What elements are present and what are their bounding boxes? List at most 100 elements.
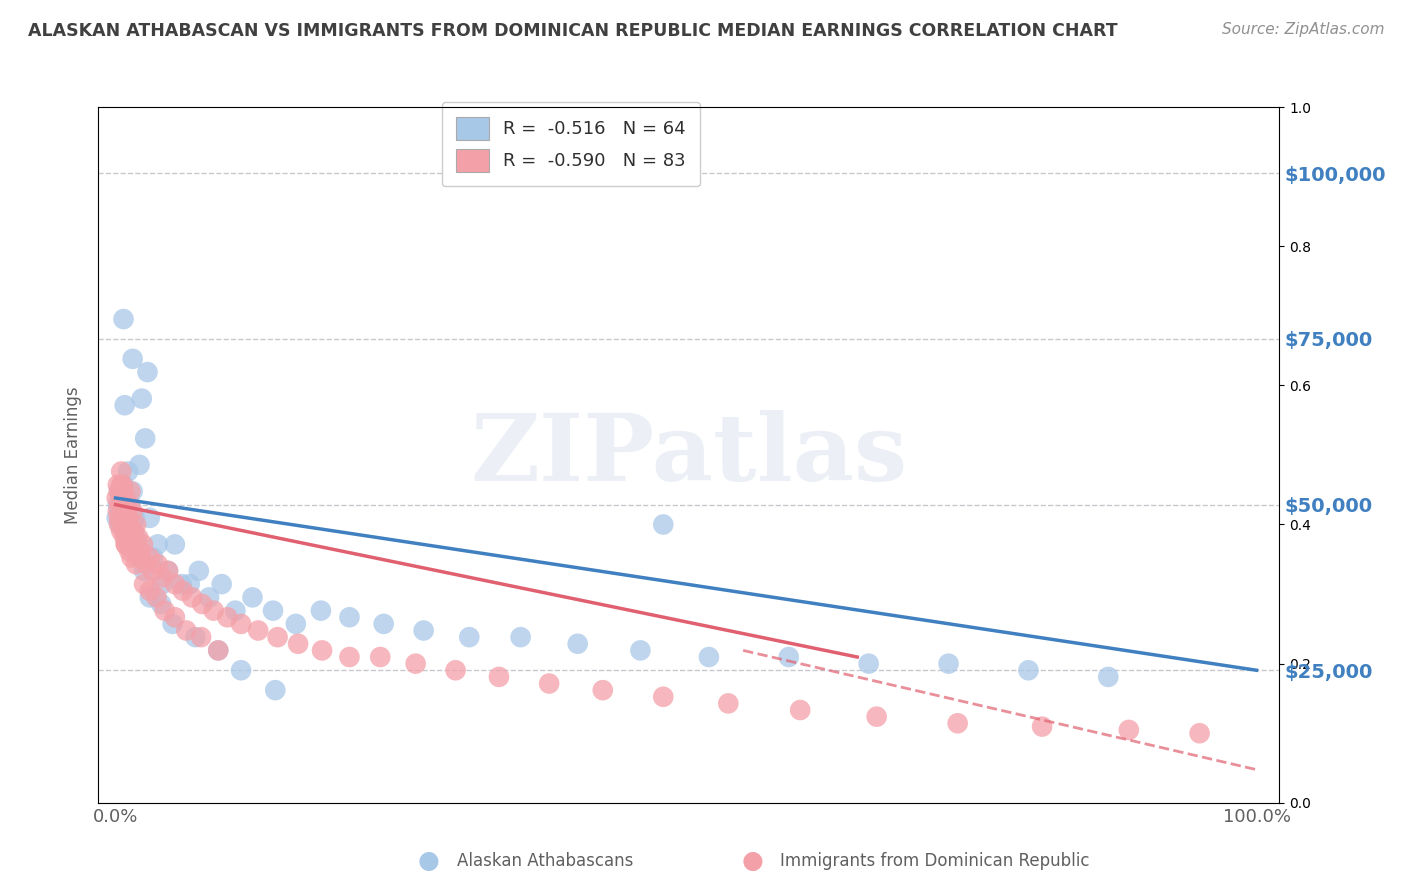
Point [115,511,138,525]
Legend: R =  -0.516   N = 64, R =  -0.590   N = 83: R = -0.516 N = 64, R = -0.590 N = 83 [441,103,700,186]
Point [108,484,131,499]
Point [778,650,800,665]
Point [114,531,136,545]
Point [110,465,132,479]
Point [112,484,135,499]
Point [163,537,186,551]
Point [311,643,333,657]
Point [145,591,167,605]
Text: ●: ● [418,849,440,872]
Point [174,624,197,638]
Point [567,637,589,651]
Point [118,544,141,558]
Point [139,583,162,598]
Point [134,431,156,445]
Point [717,697,740,711]
Point [136,365,159,379]
Point [1031,720,1053,734]
Y-axis label: Median Earnings: Median Earnings [65,386,83,524]
Point [135,558,157,572]
Text: ●: ● [741,849,763,872]
Point [170,577,193,591]
Text: Immigrants from Dominican Republic: Immigrants from Dominican Republic [780,852,1090,870]
Point [592,683,614,698]
Point [187,564,209,578]
Point [538,676,561,690]
Point [111,511,134,525]
Point [444,663,467,677]
Point [139,511,162,525]
Point [153,604,176,618]
Point [146,537,169,551]
Point [112,477,135,491]
Point [150,577,173,591]
Point [122,524,145,538]
Point [697,650,720,665]
Point [108,517,131,532]
Point [287,637,309,651]
Point [866,709,889,723]
Point [190,630,212,644]
Point [405,657,427,671]
Point [242,591,264,605]
Point [121,550,143,565]
Point [157,564,180,578]
Point [114,537,136,551]
Point [105,491,128,505]
Point [108,517,131,532]
Point [110,524,132,538]
Point [172,583,194,598]
Point [120,498,142,512]
Point [150,570,173,584]
Point [115,511,138,525]
Point [163,577,186,591]
Point [110,491,132,505]
Point [339,610,361,624]
Point [938,657,960,671]
Point [129,544,152,558]
Point [114,524,136,538]
Point [150,597,173,611]
Point [112,517,135,532]
Point [946,716,969,731]
Point [247,624,270,638]
Point [118,517,141,532]
Point [179,577,201,591]
Point [229,616,252,631]
Point [266,630,288,644]
Point [309,604,332,618]
Point [117,498,139,512]
Point [114,398,136,412]
Point [509,630,531,644]
Point [224,604,246,618]
Point [373,616,395,631]
Point [139,591,162,605]
Point [207,643,229,657]
Point [108,498,131,512]
Point [412,624,434,638]
Point [125,558,148,572]
Point [198,591,221,605]
Point [132,577,155,591]
Text: Alaskan Athabascans: Alaskan Athabascans [457,852,633,870]
Point [128,458,150,472]
Point [184,630,207,644]
Point [111,491,134,505]
Point [163,610,186,624]
Text: Source: ZipAtlas.com: Source: ZipAtlas.com [1222,22,1385,37]
Point [284,616,307,631]
Point [652,690,675,704]
Point [129,550,152,565]
Point [108,511,131,525]
Point [125,517,148,532]
Point [107,504,129,518]
Point [339,650,361,665]
Point [1118,723,1140,737]
Point [110,477,132,491]
Point [105,511,128,525]
Point [789,703,811,717]
Point [858,657,880,671]
Text: ALASKAN ATHABASCAN VS IMMIGRANTS FROM DOMINICAN REPUBLIC MEDIAN EARNINGS CORRELA: ALASKAN ATHABASCAN VS IMMIGRANTS FROM DO… [28,22,1118,40]
Point [630,643,652,657]
Point [488,670,510,684]
